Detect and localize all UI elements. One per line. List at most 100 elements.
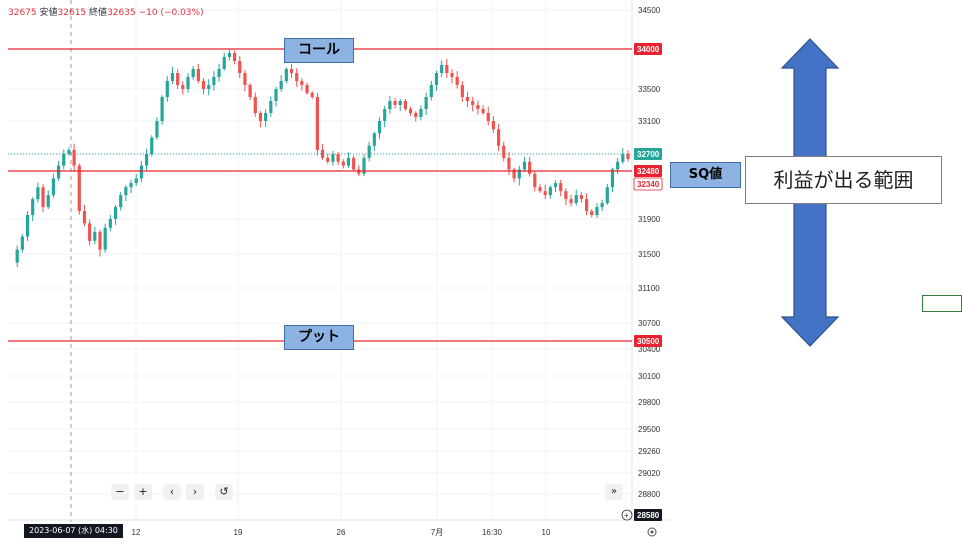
candle-body bbox=[113, 207, 118, 219]
candle-body bbox=[574, 195, 578, 204]
candle-body bbox=[424, 97, 428, 109]
candle-body bbox=[533, 173, 537, 188]
ohlc-readout: 32675 安値32615 終値32635 −10 (−0.03%) bbox=[8, 5, 204, 18]
price-tick-label: 31900 bbox=[638, 215, 661, 224]
price-badge-label: 34000 bbox=[637, 45, 660, 54]
candle-body bbox=[626, 154, 630, 160]
chart-grid bbox=[8, 0, 670, 522]
candle-body bbox=[82, 211, 87, 224]
candle-body bbox=[253, 97, 257, 113]
candle-body bbox=[621, 154, 625, 162]
candle-body bbox=[450, 73, 454, 77]
candle-body bbox=[269, 101, 273, 113]
time-tick-label: 10 bbox=[542, 528, 551, 537]
candle-body bbox=[186, 77, 190, 89]
price-badge-label: 30500 bbox=[637, 337, 660, 346]
candle-body bbox=[352, 157, 356, 170]
candle-body bbox=[522, 161, 527, 170]
scroll-right-button[interactable]: › bbox=[186, 484, 204, 500]
candle-body bbox=[595, 207, 599, 216]
settings-icon-center bbox=[650, 530, 654, 534]
candle-body bbox=[383, 109, 387, 121]
candle-body bbox=[25, 215, 30, 237]
price-badge-label: 32480 bbox=[637, 167, 660, 176]
zoom-out-button[interactable]: − bbox=[111, 484, 129, 500]
price-badge-label: 32700 bbox=[637, 150, 660, 159]
candle-body bbox=[300, 81, 304, 85]
add-icon-glyph: + bbox=[624, 511, 629, 520]
candle-body bbox=[331, 154, 335, 162]
candle-body bbox=[98, 232, 102, 250]
sq-callout: SQ値 bbox=[670, 162, 741, 188]
price-tick-label: 31100 bbox=[638, 284, 660, 293]
candle-body bbox=[507, 157, 511, 170]
price-tick-label: 33500 bbox=[638, 85, 661, 94]
price-badge bbox=[634, 43, 662, 55]
candle-body bbox=[201, 81, 206, 89]
jump-to-latest-button[interactable]: » bbox=[605, 484, 623, 500]
add-icon bbox=[621, 509, 633, 521]
candle-body bbox=[590, 211, 594, 216]
candle-body bbox=[150, 137, 154, 154]
time-tick-label: 16:30 bbox=[482, 528, 503, 537]
candle-body bbox=[408, 109, 413, 113]
candle-body bbox=[502, 145, 506, 158]
price-tick-label: 29020 bbox=[638, 469, 661, 478]
level-lines bbox=[8, 48, 632, 342]
candle-body bbox=[274, 89, 278, 101]
candle-body bbox=[41, 187, 45, 208]
candle-body bbox=[20, 236, 24, 250]
candle-body bbox=[67, 149, 71, 154]
candle-body bbox=[336, 154, 340, 162]
change-value: −10 (−0.03%) bbox=[138, 8, 204, 18]
candle-body bbox=[289, 69, 294, 73]
candle-body bbox=[77, 165, 81, 212]
price-badge bbox=[634, 509, 662, 521]
candle-body bbox=[155, 121, 159, 138]
candle-body bbox=[419, 109, 423, 117]
candle-body bbox=[217, 69, 221, 77]
price-badge bbox=[634, 148, 662, 160]
candle-body bbox=[88, 223, 92, 241]
candle-body bbox=[108, 219, 112, 228]
candle-body bbox=[227, 53, 232, 57]
reset-chart-button[interactable]: ↺ bbox=[215, 484, 233, 500]
time-axis: 12 19 26 7月 16:30 10 bbox=[132, 528, 551, 537]
scroll-left-button[interactable]: ‹ bbox=[163, 484, 181, 500]
candle-body bbox=[181, 85, 185, 89]
candle-body bbox=[491, 121, 496, 130]
candle-body bbox=[176, 73, 180, 85]
candle-body bbox=[165, 81, 169, 97]
candle-body bbox=[310, 93, 314, 97]
profit-range-callout: 利益が出る範囲 bbox=[745, 156, 942, 204]
price-axis: 34500 33500 33100 32700 31900 31500 31100 30700… bbox=[621, 6, 663, 537]
price-badge bbox=[633, 177, 663, 191]
candle-body bbox=[93, 232, 97, 241]
close-value: 32635 bbox=[107, 8, 136, 18]
time-tick-label: 19 bbox=[234, 528, 243, 537]
candle-body bbox=[481, 109, 485, 113]
candle-body bbox=[103, 227, 107, 250]
candle-body bbox=[476, 105, 480, 109]
low-label: 安値 bbox=[39, 8, 58, 18]
candle-body bbox=[248, 85, 252, 97]
price-tick-label: 28800 bbox=[638, 490, 661, 499]
candle-body bbox=[46, 195, 50, 208]
candle-body bbox=[605, 187, 609, 204]
chart-controls: − + ‹ › ↺ bbox=[111, 484, 233, 500]
candle-body bbox=[398, 101, 402, 105]
candle-body bbox=[440, 65, 444, 73]
price-tick-label: 29500 bbox=[638, 425, 661, 434]
crosshair-date-badge: 2023-06-07 (水) 04:30 bbox=[24, 524, 123, 538]
candle-body bbox=[212, 77, 216, 85]
low-value: 32615 bbox=[57, 8, 87, 18]
candle-body bbox=[119, 195, 123, 208]
candle-body bbox=[341, 161, 345, 166]
close-label: 終値 bbox=[89, 8, 108, 18]
zoom-in-button[interactable]: + bbox=[134, 484, 152, 500]
candle-body bbox=[584, 199, 589, 212]
price-tick-label: 29260 bbox=[638, 447, 661, 456]
candle-body bbox=[367, 145, 371, 158]
candle-body bbox=[548, 187, 552, 196]
